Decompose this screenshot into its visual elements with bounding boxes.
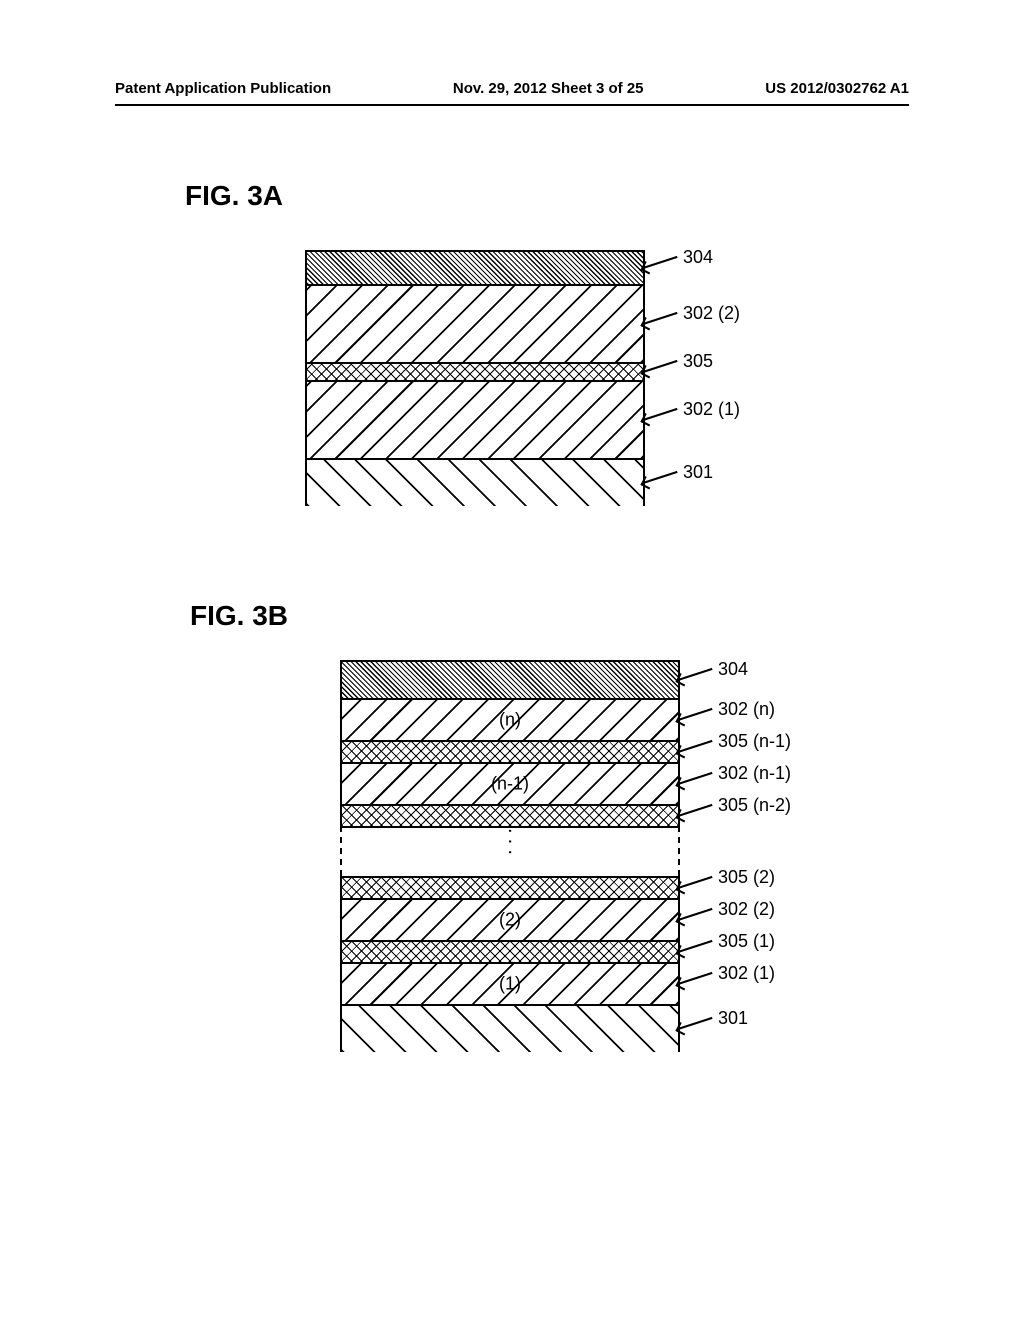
layer-fill — [307, 382, 643, 458]
layer-304 — [305, 250, 645, 284]
leader-line — [678, 908, 713, 921]
layer-inner-label: (n-1) — [489, 774, 531, 795]
layer-fill — [342, 942, 678, 962]
figure-3a: 304302 (2)305302 (1)301 — [305, 250, 645, 506]
figure-3b: 304(n)302 (n)305 (n-1)(n-1)302 (n-1)305 … — [340, 660, 680, 1052]
layer-305-1 — [340, 940, 680, 962]
leader-line — [678, 876, 713, 889]
reference-label-304: 304 — [683, 247, 713, 268]
leader-line — [643, 312, 678, 325]
leader-line — [678, 668, 713, 681]
reference-label-305-n2: 305 (n-2) — [718, 795, 791, 816]
leader-line — [678, 940, 713, 953]
leader-line — [678, 804, 713, 817]
reference-label-301: 301 — [718, 1008, 748, 1029]
page-header: Patent Application Publication Nov. 29, … — [115, 80, 909, 97]
leader-line — [678, 1017, 713, 1030]
layer-inner-label: (n) — [497, 710, 523, 731]
layer-fill — [342, 742, 678, 762]
reference-label-302-2: 302 (2) — [718, 899, 775, 920]
layer-ellipsis: ··· — [340, 826, 680, 876]
reference-label-302-n: 302 (n) — [718, 699, 775, 720]
reference-label-305-n1: 305 (n-1) — [718, 731, 791, 752]
layer-305-2 — [340, 876, 680, 898]
layer-302-1: (1) — [340, 962, 680, 1004]
leader-line — [678, 972, 713, 985]
reference-label-304: 304 — [718, 659, 748, 680]
leader-line — [643, 360, 678, 373]
layer-inner-label: (2) — [497, 910, 523, 931]
layer-fill — [342, 662, 678, 698]
fig-3b-label: FIG. 3B — [190, 600, 288, 632]
layer-305-n1 — [340, 740, 680, 762]
leader-line — [643, 471, 678, 484]
reference-label-305-1: 305 (1) — [718, 931, 775, 952]
reference-label-302-n1: 302 (n-1) — [718, 763, 791, 784]
layer-fill — [342, 1006, 678, 1052]
leader-line — [678, 772, 713, 785]
leader-line — [678, 708, 713, 721]
layer-fill — [342, 806, 678, 826]
layer-fill — [342, 878, 678, 898]
layer-302-n: (n) — [340, 698, 680, 740]
reference-label-301: 301 — [683, 462, 713, 483]
layer-305-n2 — [340, 804, 680, 826]
layer-inner-label: (1) — [497, 974, 523, 995]
ellipsis-dots: ··· — [498, 828, 521, 860]
layer-302-2 — [305, 284, 645, 362]
reference-label-305: 305 — [683, 351, 713, 372]
header-right: US 2012/0302762 A1 — [765, 80, 909, 97]
layer-302-2: (2) — [340, 898, 680, 940]
leader-line — [643, 408, 678, 421]
layer-305 — [305, 362, 645, 380]
leader-line — [643, 256, 678, 269]
leader-line — [678, 740, 713, 753]
reference-label-302-2: 302 (2) — [683, 303, 740, 324]
layer-304 — [340, 660, 680, 698]
layer-301 — [340, 1004, 680, 1052]
header-center: Nov. 29, 2012 Sheet 3 of 25 — [453, 80, 644, 97]
layer-fill — [307, 252, 643, 284]
reference-label-305-2: 305 (2) — [718, 867, 775, 888]
reference-label-302-1: 302 (1) — [683, 399, 740, 420]
header-left: Patent Application Publication — [115, 80, 331, 97]
layer-fill — [307, 460, 643, 506]
reference-label-302-1: 302 (1) — [718, 963, 775, 984]
layer-302-1 — [305, 380, 645, 458]
layer-fill — [307, 364, 643, 380]
layer-301 — [305, 458, 645, 506]
fig-3a-label: FIG. 3A — [185, 180, 283, 212]
header-rule — [115, 104, 909, 106]
layer-fill — [307, 286, 643, 362]
layer-302-n1: (n-1) — [340, 762, 680, 804]
